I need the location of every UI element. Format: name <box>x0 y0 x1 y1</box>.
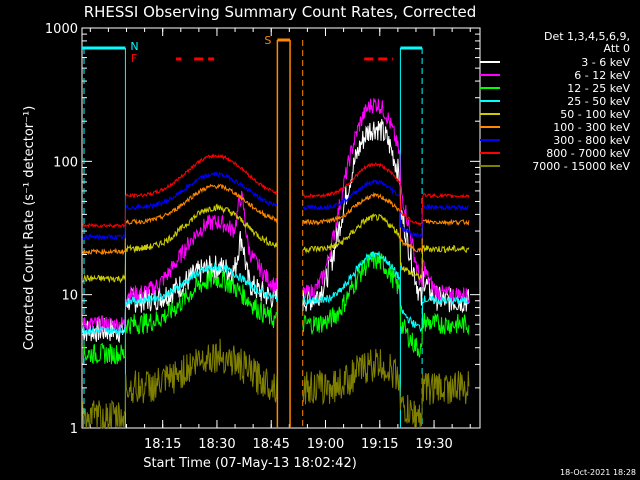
series-line <box>82 203 470 284</box>
legend-header-line1: Det 1,3,4,5,6,9, <box>544 30 630 43</box>
series-line <box>82 119 470 344</box>
legend-entry-label: 6 - 12 keV <box>574 69 630 82</box>
x-tick-label: 19:15 <box>361 437 398 452</box>
x-tick-label: 18:45 <box>252 437 289 452</box>
legend-entry-label: 100 - 300 keV <box>553 121 630 134</box>
plot-frame <box>81 27 481 429</box>
legend-entry-label: 3 - 6 keV <box>581 56 630 69</box>
series-line <box>82 170 470 242</box>
plot-labels: 1 10 100 1000 18:15 18:30 18:45 19:00 19:15 19:30… <box>45 22 453 452</box>
chart-title: RHESSI Observing Summary Count Rates, Co… <box>84 3 477 21</box>
series-line <box>82 98 470 334</box>
flare-label: F <box>131 52 137 65</box>
x-tick-label: 18:15 <box>144 437 181 452</box>
legend-entry-label: 12 - 25 keV <box>567 82 630 95</box>
y-tick-label: 10 <box>61 289 78 304</box>
legend-header-line2: Att 0 <box>604 42 630 55</box>
y-axis-label: Corrected Count Rate (s⁻¹ detector⁻¹) <box>22 106 37 351</box>
legend-entry-label: 800 - 7000 keV <box>546 147 630 160</box>
saa-label: S <box>264 34 271 47</box>
x-axis-label: Start Time (07-May-13 18:02:42) <box>143 456 357 471</box>
x-tick-label: 18:30 <box>198 437 235 452</box>
y-tick-label: 1000 <box>45 22 78 37</box>
plot-timestamp: 18-Oct-2021 18:28 <box>560 468 636 477</box>
legend-entry-label: 7000 - 15000 keV <box>532 160 630 173</box>
legend-entry-label: 50 - 100 keV <box>560 108 630 121</box>
plot-axes <box>81 27 481 429</box>
y-tick-label: 100 <box>53 155 78 170</box>
plot-marks <box>82 38 470 430</box>
x-tick-label: 19:00 <box>307 437 344 452</box>
night-label: N <box>130 40 138 53</box>
legend-entry-label: 300 - 800 keV <box>553 134 630 147</box>
legend-entry-label: 25 - 50 keV <box>567 95 630 108</box>
series-line <box>82 251 470 365</box>
series-line <box>82 338 470 430</box>
series-line <box>82 251 470 336</box>
series-line <box>82 183 470 256</box>
y-tick-label: 1 <box>70 422 78 437</box>
series-line <box>82 153 470 229</box>
x-tick-label: 19:30 <box>415 437 452 452</box>
